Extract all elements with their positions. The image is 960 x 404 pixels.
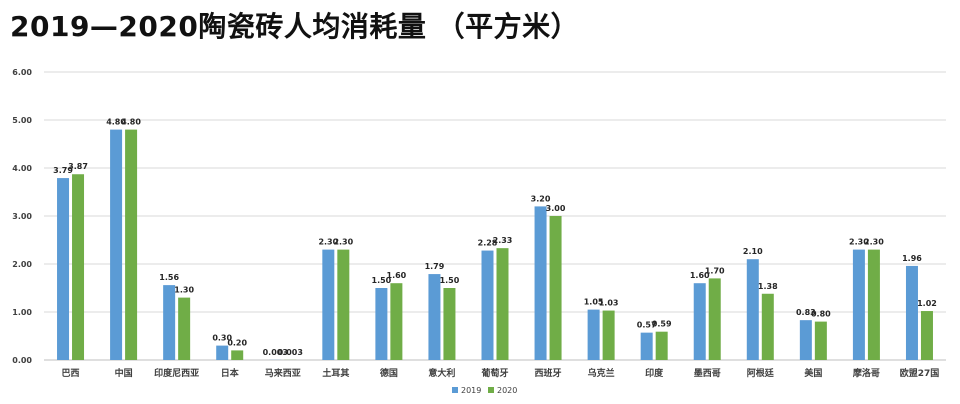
data-label-2020: 2.33 xyxy=(493,236,513,245)
bar-2020 xyxy=(867,249,880,360)
bar-2019 xyxy=(481,250,494,360)
y-tick-label: 2.00 xyxy=(12,260,32,269)
bar-2020 xyxy=(761,293,774,360)
x-tick-label: 德国 xyxy=(380,367,398,379)
legend-swatch-2019 xyxy=(452,387,458,393)
data-label-2020: 1.30 xyxy=(174,286,194,295)
x-tick-label: 欧盟27国 xyxy=(900,367,940,379)
bar-2020 xyxy=(655,331,668,360)
x-tick-label: 墨西哥 xyxy=(694,368,721,379)
data-label-2020: 2.30 xyxy=(864,238,884,247)
bar-2019 xyxy=(322,249,335,360)
bar-2019 xyxy=(640,332,653,360)
bar-2020 xyxy=(72,174,85,360)
bar-2019 xyxy=(57,178,70,360)
x-tick-label: 意大利 xyxy=(428,367,455,379)
data-label-2020: 0.80 xyxy=(811,310,831,319)
bar-2020 xyxy=(496,248,509,360)
bar-2020 xyxy=(814,321,827,360)
x-tick-label: 马来西亚 xyxy=(265,367,301,379)
bar-2020 xyxy=(125,129,138,360)
data-label-2019: 2.30 xyxy=(849,238,869,247)
bar-2019 xyxy=(852,249,865,360)
x-tick-label: 阿根廷 xyxy=(747,367,775,379)
data-label-2019: 2.28 xyxy=(478,239,498,248)
data-label-2019: 1.79 xyxy=(425,262,445,271)
bar-2019 xyxy=(110,129,123,360)
data-label-2019: 1.50 xyxy=(372,276,392,285)
bar-2020 xyxy=(920,311,933,360)
x-tick-label: 中国 xyxy=(115,367,133,379)
bar-2020 xyxy=(390,283,403,360)
bar-2019 xyxy=(163,285,176,360)
x-tick-label: 巴西 xyxy=(62,368,80,379)
data-label-2020: 1.03 xyxy=(599,299,619,308)
x-tick-label: 西班牙 xyxy=(535,367,562,379)
y-tick-label: 5.00 xyxy=(12,116,32,125)
y-tick-label: 0.00 xyxy=(12,356,32,365)
y-tick-label: 1.00 xyxy=(12,308,32,317)
x-tick-label: 印度 xyxy=(645,367,664,379)
data-label-2019: 3.79 xyxy=(53,166,73,175)
legend-label-2020: 2020 xyxy=(497,386,517,395)
bar-2019 xyxy=(799,320,812,360)
data-label-2020: 0.003 xyxy=(278,348,303,357)
data-label-2020: 1.60 xyxy=(387,271,407,280)
bar-2019 xyxy=(905,265,918,360)
data-label-2020: 1.50 xyxy=(440,276,460,285)
data-label-2020: 0.20 xyxy=(227,338,247,347)
data-label-2020: 3.00 xyxy=(546,204,566,213)
data-label-2020: 0.59 xyxy=(652,320,672,329)
bar-2019 xyxy=(428,274,441,360)
chart-title: 2019—2020陶瓷砖人均消耗量 （平方米） xyxy=(10,10,580,43)
data-label-2019: 1.60 xyxy=(690,271,710,280)
data-label-2020: 3.87 xyxy=(68,162,88,171)
y-tick-label: 6.00 xyxy=(12,68,32,77)
bar-2020 xyxy=(337,249,350,360)
data-label-2019: 2.10 xyxy=(743,247,763,256)
data-label-2019: 0.003 xyxy=(263,348,288,357)
bar-2019 xyxy=(746,259,759,360)
x-tick-label: 印度尼西亚 xyxy=(154,367,199,379)
data-label-2019: 0.30 xyxy=(212,334,232,343)
data-label-2020: 4.80 xyxy=(121,118,141,127)
bar-2019 xyxy=(587,309,600,360)
data-label-2019: 0.57 xyxy=(637,321,657,330)
data-label-2020: 1.38 xyxy=(758,282,778,291)
data-label-2019: 0.83 xyxy=(796,308,816,317)
data-label-2019: 1.05 xyxy=(584,298,604,307)
data-label-2020: 1.02 xyxy=(917,299,937,308)
bar-2020 xyxy=(231,350,244,360)
data-label-2019: 2.30 xyxy=(318,238,338,247)
bar-2019 xyxy=(375,288,388,360)
bar-2019 xyxy=(216,345,229,360)
bar-2020 xyxy=(602,310,615,360)
x-tick-label: 土耳其 xyxy=(322,367,349,379)
data-label-2020: 1.70 xyxy=(705,266,725,275)
data-label-2020: 2.30 xyxy=(333,238,353,247)
x-tick-label: 葡萄牙 xyxy=(480,367,508,379)
y-tick-label: 4.00 xyxy=(12,164,32,173)
x-tick-label: 摩洛哥 xyxy=(853,367,880,379)
data-label-2019: 1.56 xyxy=(159,273,179,282)
data-label-2019: 3.20 xyxy=(531,194,551,203)
bar-2019 xyxy=(693,283,706,360)
x-tick-label: 日本 xyxy=(221,367,240,379)
legend-label-2019: 2019 xyxy=(461,386,481,395)
data-label-2019: 4.80 xyxy=(106,118,126,127)
bar-2020 xyxy=(178,297,191,360)
y-tick-label: 3.00 xyxy=(12,212,32,221)
x-tick-label: 美国 xyxy=(804,367,822,379)
bar-2020 xyxy=(443,288,456,360)
bar-2020 xyxy=(549,216,562,360)
bar-2019 xyxy=(534,206,547,360)
legend-swatch-2020 xyxy=(488,387,494,393)
x-tick-label: 乌克兰 xyxy=(588,367,615,379)
data-label-2019: 1.96 xyxy=(902,254,922,263)
bar-2020 xyxy=(708,278,721,360)
